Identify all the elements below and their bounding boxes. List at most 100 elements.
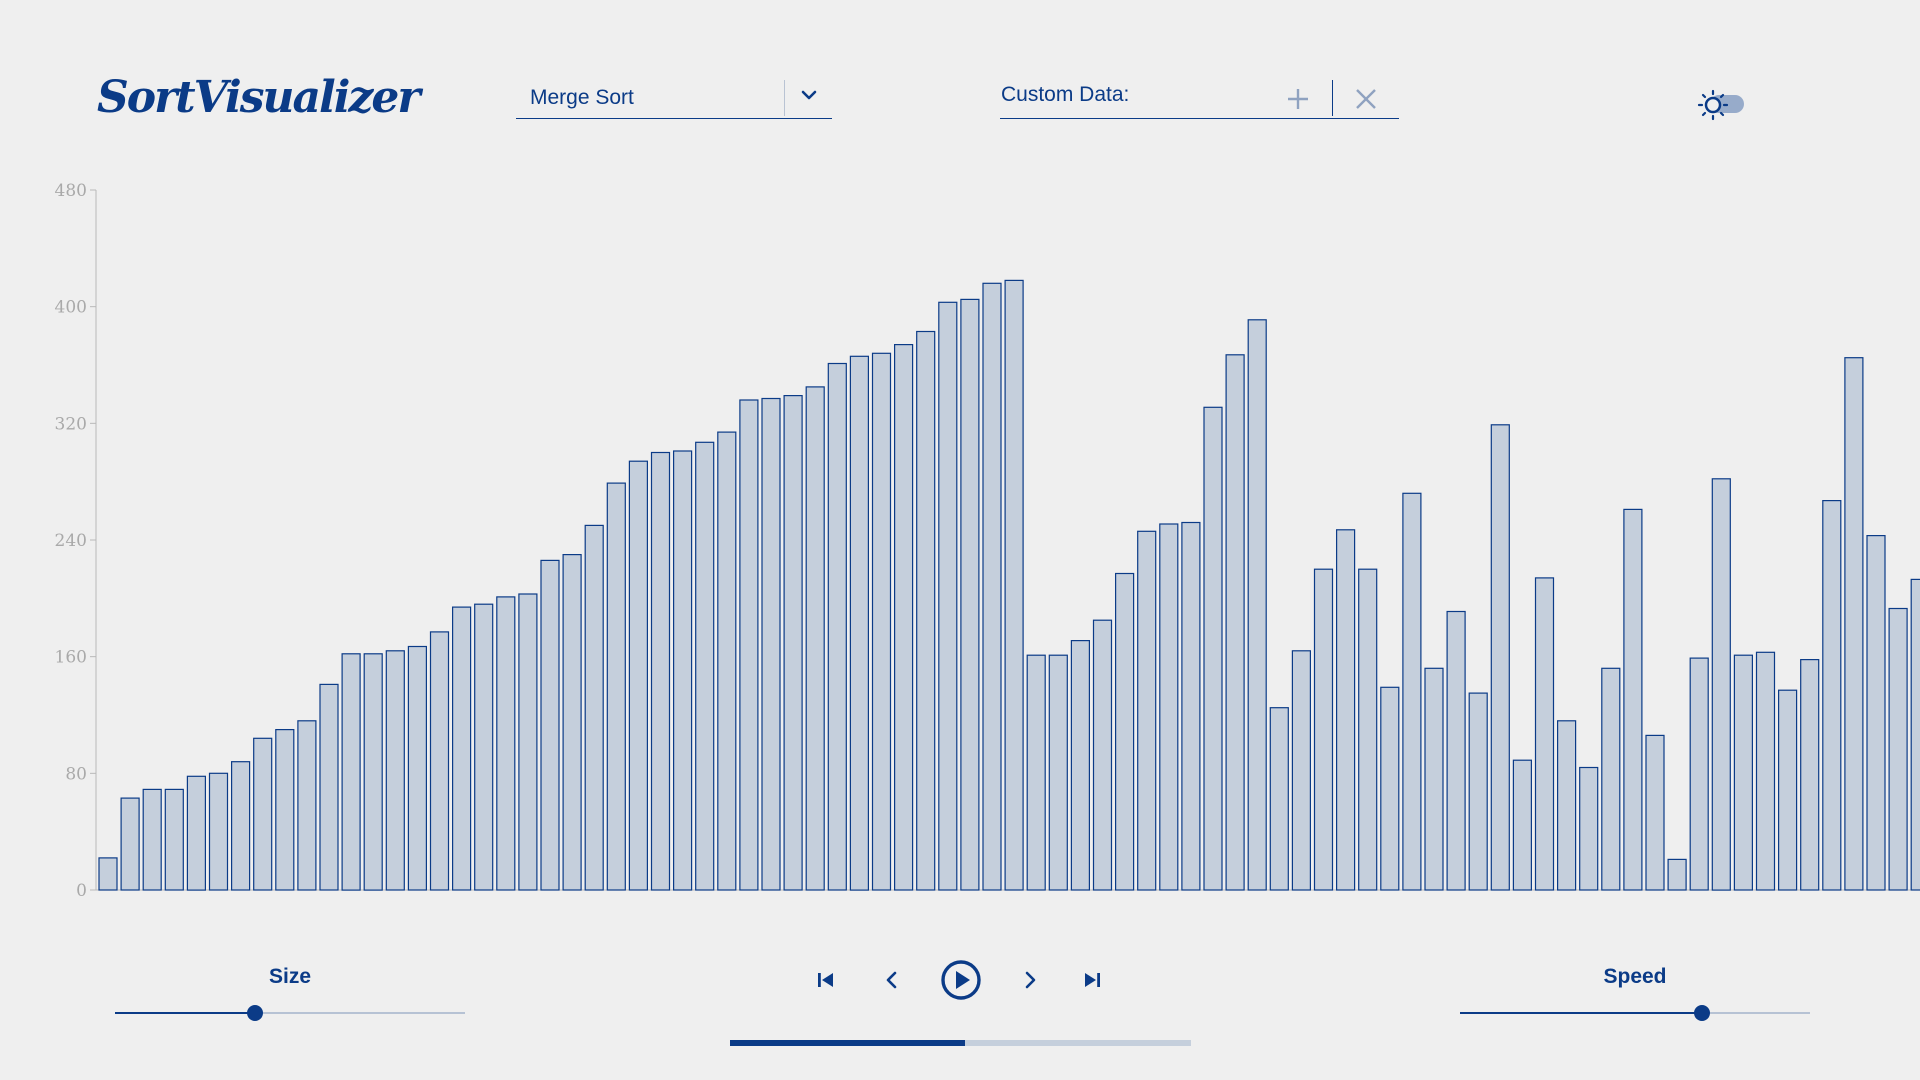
bar bbox=[275, 728, 295, 891]
algorithm-select[interactable]: Merge Sort bbox=[516, 78, 832, 119]
y-tick-label: 400 bbox=[55, 298, 87, 318]
bar bbox=[650, 451, 671, 891]
bar bbox=[1247, 319, 1267, 891]
bar bbox=[1579, 766, 1599, 891]
bar bbox=[982, 282, 1002, 891]
bar bbox=[1556, 720, 1577, 891]
bar bbox=[1313, 568, 1334, 891]
bar bbox=[1092, 619, 1113, 891]
bar bbox=[164, 788, 184, 891]
bar bbox=[1777, 689, 1798, 891]
bar bbox=[1446, 610, 1466, 891]
bar bbox=[142, 788, 162, 891]
speed-slider-thumb[interactable] bbox=[1693, 1005, 1710, 1021]
bar bbox=[960, 298, 980, 891]
sort-progress-fill bbox=[730, 1040, 966, 1046]
bar bbox=[1070, 640, 1091, 891]
bar bbox=[1910, 578, 1920, 891]
bar bbox=[1866, 535, 1886, 891]
speed-slider-fill bbox=[1460, 1012, 1702, 1014]
bar bbox=[1291, 650, 1312, 891]
bar bbox=[1225, 354, 1245, 891]
bar bbox=[297, 720, 317, 891]
playback-controls bbox=[810, 958, 1110, 1002]
size-slider[interactable]: Size bbox=[115, 960, 465, 1021]
bar-chart: 0 80 160 240 320 400 480 bbox=[55, 181, 1920, 900]
bar bbox=[562, 554, 582, 891]
bar bbox=[1844, 357, 1864, 891]
bar bbox=[1490, 424, 1510, 891]
bar bbox=[849, 355, 870, 891]
bar bbox=[319, 683, 339, 891]
bar bbox=[1181, 521, 1201, 891]
bar bbox=[1534, 577, 1555, 891]
plus-icon[interactable] bbox=[1285, 86, 1311, 112]
bar bbox=[1026, 654, 1046, 891]
bar bbox=[1269, 707, 1289, 891]
bar bbox=[827, 362, 847, 891]
bar bbox=[1203, 406, 1223, 891]
bar bbox=[518, 593, 538, 891]
bar bbox=[98, 857, 118, 891]
y-tick-label: 240 bbox=[55, 531, 87, 551]
bar bbox=[407, 645, 427, 891]
bar bbox=[186, 775, 206, 891]
bar bbox=[341, 653, 361, 891]
theme-toggle[interactable] bbox=[1696, 88, 1748, 122]
speed-label: Speed bbox=[1603, 965, 1667, 988]
bar bbox=[1800, 659, 1820, 891]
chevron-right-icon[interactable] bbox=[1020, 970, 1040, 990]
bar bbox=[1137, 530, 1157, 891]
bar bbox=[1512, 759, 1533, 891]
y-tick-label: 480 bbox=[55, 181, 87, 201]
bar bbox=[1822, 500, 1842, 891]
bar bbox=[1114, 572, 1135, 891]
bar bbox=[1711, 478, 1731, 891]
chevron-down-icon[interactable] bbox=[799, 88, 819, 104]
bar bbox=[761, 397, 781, 891]
skip-first-icon[interactable] bbox=[815, 970, 837, 990]
bar bbox=[1888, 607, 1908, 891]
bar bbox=[739, 399, 759, 891]
y-tick-label: 80 bbox=[65, 764, 87, 784]
bar bbox=[1048, 654, 1068, 891]
bar bbox=[363, 653, 383, 891]
y-tick-label: 160 bbox=[55, 648, 87, 668]
bar bbox=[1424, 667, 1444, 891]
close-icon[interactable] bbox=[1353, 86, 1379, 112]
bar bbox=[606, 482, 626, 891]
y-tick-label: 0 bbox=[76, 881, 87, 900]
bar bbox=[1468, 692, 1488, 891]
bar bbox=[429, 631, 450, 891]
bar bbox=[1689, 657, 1709, 891]
bar bbox=[208, 772, 229, 891]
bar bbox=[120, 797, 140, 891]
sort-progress-bar bbox=[730, 1040, 1191, 1046]
bar bbox=[938, 301, 958, 891]
bar bbox=[474, 603, 494, 891]
bar bbox=[1667, 858, 1687, 891]
bar bbox=[717, 431, 737, 891]
bar bbox=[1601, 667, 1621, 891]
custom-data-divider bbox=[1332, 80, 1333, 116]
sun-icon bbox=[1697, 89, 1729, 121]
bar bbox=[1733, 654, 1754, 891]
size-label: Size bbox=[268, 965, 312, 988]
bar bbox=[871, 352, 892, 891]
app-logo: SortVisualizer bbox=[97, 72, 421, 123]
skip-last-icon[interactable] bbox=[1081, 970, 1103, 990]
bar bbox=[916, 330, 936, 891]
bar bbox=[540, 559, 560, 891]
custom-data-field[interactable]: Custom Data: bbox=[1000, 78, 1399, 119]
play-circle-icon[interactable] bbox=[939, 958, 983, 1002]
speed-slider[interactable]: Speed bbox=[1460, 960, 1810, 1021]
bar bbox=[1159, 523, 1179, 891]
size-slider-thumb[interactable] bbox=[247, 1005, 263, 1021]
bar bbox=[893, 344, 914, 891]
chevron-left-icon[interactable] bbox=[882, 970, 902, 990]
y-tick-label: 320 bbox=[55, 414, 87, 434]
size-slider-track[interactable] bbox=[115, 1012, 465, 1014]
bar bbox=[385, 650, 405, 891]
custom-data-label: Custom Data: bbox=[1001, 83, 1130, 106]
bar bbox=[584, 524, 604, 891]
